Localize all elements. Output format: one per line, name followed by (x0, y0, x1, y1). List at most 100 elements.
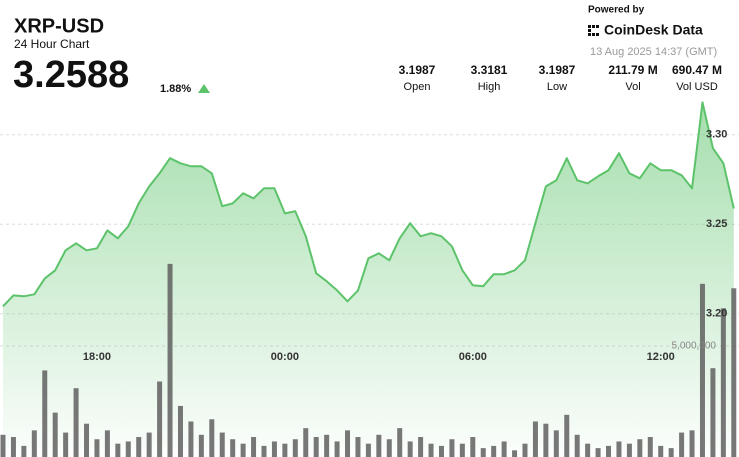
stat-label: Vol (625, 81, 640, 93)
stat-value: 690.47 M (672, 63, 722, 77)
volume-bar (606, 445, 612, 457)
volume-bar (230, 439, 236, 457)
volume-bar (522, 443, 528, 457)
y-tick-label: 3.30 (706, 129, 727, 141)
volume-bar (125, 441, 131, 457)
volume-bar (251, 437, 257, 457)
volume-bar (689, 430, 695, 457)
volume-bar (407, 441, 413, 457)
volume-bar (595, 448, 601, 457)
plot: 3.20 3.25 3.30 5,000,000 18:00 00:00 06:00 12:0… (0, 101, 739, 457)
brand-icon (588, 25, 599, 36)
stat-label: Open (404, 81, 431, 93)
volume-bar (720, 308, 726, 457)
timestamp: 13 Aug 2025 14:37 (GMT) (590, 46, 717, 58)
volume-bar (637, 439, 643, 457)
volume-bar (668, 448, 674, 457)
volume-bar (626, 443, 632, 457)
volume-bar (209, 419, 215, 457)
volume-bar (271, 441, 277, 457)
volume-bar (532, 421, 538, 457)
volume-bar (397, 428, 403, 457)
volume-bar (52, 412, 58, 457)
volume-bar (84, 423, 90, 457)
volume-bar (21, 445, 27, 457)
volume-bar (292, 439, 298, 457)
volume-bar (10, 437, 16, 457)
stat-value: 3.1987 (539, 63, 576, 77)
volume-bar (564, 414, 570, 457)
volume-bar (63, 432, 69, 457)
stats: 3.1987 Open 3.3181 High 3.1987 Low 211.79 M Vol… (399, 63, 722, 93)
volume-bar (585, 443, 591, 457)
y-tick-label: 3.20 (706, 308, 727, 320)
volume-bar (710, 368, 716, 457)
volume-bar (31, 430, 37, 457)
volume-bar (376, 434, 382, 457)
volume-bar (491, 445, 497, 457)
volume-bar (334, 441, 340, 457)
volume-bar (449, 439, 455, 457)
volume-bar (470, 437, 476, 457)
up-arrow (198, 84, 210, 93)
volume-bar (104, 430, 110, 457)
volume-bar (188, 421, 194, 457)
stat-value: 3.1987 (399, 63, 436, 77)
powered-by: Powered by (588, 5, 645, 16)
volume-bar (136, 437, 142, 457)
title: XRP-USD (14, 15, 104, 37)
volume-bar (543, 423, 549, 457)
volume-bar (679, 432, 685, 457)
stat-value: 211.79 M (608, 63, 657, 77)
volume-bar (0, 434, 6, 457)
change: 1.88% (160, 83, 191, 95)
volume-bar (73, 388, 79, 457)
volume-bar (480, 448, 486, 457)
volume-bar (616, 441, 622, 457)
volume-bar (438, 445, 444, 457)
volume-bar (699, 283, 705, 457)
volume-bar (365, 443, 371, 457)
price: 3.2588 (13, 54, 129, 96)
volume-bar (42, 370, 48, 457)
volume-bar (345, 430, 351, 457)
volume-bar (658, 445, 664, 457)
volume-bar (731, 288, 737, 457)
subtitle: 24 Hour Chart (14, 37, 90, 51)
x-tick-label: 00:00 (271, 351, 299, 363)
volume-bar (94, 439, 100, 457)
volume-bar (261, 445, 267, 457)
x-tick-label: 06:00 (459, 351, 487, 363)
volume-bar (418, 437, 424, 457)
volume-bar (198, 434, 204, 457)
volume-bar (647, 437, 653, 457)
brand: CoinDesk Data (604, 22, 703, 38)
volume-bar (512, 450, 518, 457)
volume-bar (157, 381, 163, 457)
volume-bar (501, 441, 507, 457)
x-tick-label: 18:00 (83, 351, 111, 363)
volume-bar (219, 432, 225, 457)
stat-label: High (478, 81, 501, 93)
volume-bar (146, 432, 152, 457)
volume-bar (115, 443, 121, 457)
y-tick-label: 3.25 (706, 218, 727, 230)
volume-bar (324, 434, 330, 457)
volume-bar (313, 437, 319, 457)
volume-bar (303, 428, 309, 457)
volume-bar (428, 443, 434, 457)
volume-bar (177, 405, 183, 457)
stat-label: Vol USD (676, 81, 718, 93)
volume-bar (240, 443, 246, 457)
price-line (2, 101, 735, 307)
stat-label: Low (547, 81, 567, 93)
y2-tick-label: 5,000,000 (672, 341, 717, 352)
x-tick-label: 12:00 (647, 351, 675, 363)
volume-bar (459, 443, 465, 457)
volume-bar (282, 443, 288, 457)
volume-bar (167, 263, 173, 457)
volume-bar (553, 430, 559, 457)
price-area (3, 102, 734, 457)
